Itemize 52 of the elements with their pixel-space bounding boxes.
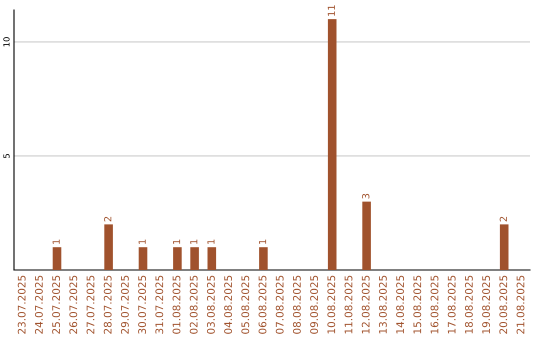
data-label: 2 — [104, 216, 112, 222]
x-tick-label: 15.08.2025 — [413, 276, 422, 334]
x-tick-label: 31.07.2025 — [155, 276, 164, 334]
data-label: 1 — [138, 240, 146, 244]
data-label: 2 — [500, 216, 507, 222]
bar — [259, 247, 268, 270]
data-label: 1 — [258, 240, 266, 244]
x-tick-label: 06.08.2025 — [258, 276, 266, 334]
y-tick-label: 5 — [3, 154, 10, 158]
data-label: 1 — [190, 240, 198, 244]
x-tick-label: 01.08.2025 — [172, 276, 180, 334]
x-tick-label: 04.08.2025 — [224, 276, 232, 334]
bar — [173, 247, 182, 270]
x-tick-label: 24.07.2025 — [34, 276, 43, 334]
bar — [52, 247, 62, 270]
bar — [190, 247, 199, 270]
x-tick-label: 20.08.2025 — [499, 276, 508, 334]
y-tick-label: 10 — [3, 37, 10, 46]
data-label: 1 — [172, 240, 180, 244]
x-tick-label: 02.08.2025 — [190, 276, 198, 334]
x-tick-label: 17.08.2025 — [448, 276, 456, 334]
x-tick-label: 19.08.2025 — [482, 276, 490, 334]
data-label: 1 — [207, 240, 214, 244]
bar — [138, 247, 148, 270]
bar — [328, 19, 336, 270]
x-tick-label: 18.08.2025 — [464, 276, 473, 334]
x-tick-label: 14.08.2025 — [396, 276, 404, 334]
x-tick-label: 05.08.2025 — [241, 276, 250, 334]
x-tick-label: 09.08.2025 — [310, 276, 318, 334]
x-tick-label: 13.08.2025 — [378, 276, 387, 334]
x-tick-label: 25.07.2025 — [52, 276, 60, 334]
x-tick-label: 03.08.2025 — [206, 276, 215, 334]
bar — [104, 224, 113, 270]
bar — [208, 247, 216, 270]
bar — [362, 202, 371, 270]
data-label: 1 — [52, 240, 60, 244]
x-tick-label: 27.07.2025 — [86, 276, 94, 334]
x-tick-label: 10.08.2025 — [327, 276, 336, 334]
x-tick-label: 23.07.2025 — [18, 276, 26, 334]
x-tick-label: 21.08.2025 — [516, 276, 524, 334]
data-label: 11 — [328, 5, 335, 16]
x-tick-label: 30.07.2025 — [138, 276, 146, 334]
x-tick-label: 26.07.2025 — [69, 276, 78, 334]
x-tick-label: 11.08.2025 — [344, 276, 352, 334]
bar — [500, 224, 508, 270]
x-tick-label: 08.08.2025 — [292, 276, 301, 334]
x-tick-label: 12.08.2025 — [362, 276, 370, 334]
x-tick-label: 07.08.2025 — [276, 276, 284, 334]
x-tick-label: 29.07.2025 — [120, 276, 129, 334]
x-tick-label: 28.07.2025 — [104, 276, 112, 334]
data-label: 3 — [362, 194, 370, 199]
x-tick-label: 16.08.2025 — [430, 276, 438, 334]
